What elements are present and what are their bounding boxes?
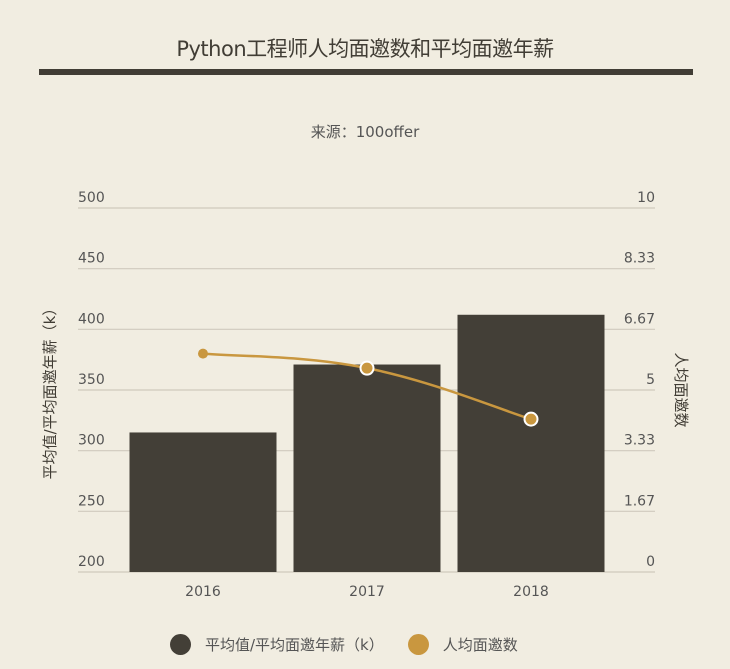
x-tick-label: 2018: [513, 584, 549, 600]
y-tick-right: 8.33: [624, 251, 655, 267]
line-point: [523, 411, 539, 427]
legend: 平均值/平均面邀年薪（k） 人均面邀数: [170, 634, 542, 655]
legend-swatch-interviews: [407, 634, 429, 655]
y-tick-right: 10: [637, 190, 655, 206]
bar: [457, 314, 605, 572]
legend-label-interviews: 人均面邀数: [442, 636, 518, 654]
bar: [129, 432, 277, 572]
legend-swatch-salary: [170, 634, 191, 655]
line-point: [198, 348, 208, 359]
y-tick-left: 350: [78, 372, 105, 388]
legend-item-interviews[interactable]: 人均面邀数: [407, 634, 518, 655]
y-tick-left: 500: [78, 190, 105, 206]
y-tick-right: 5: [646, 372, 655, 388]
y-tick-right: 6.67: [624, 311, 655, 327]
y-axis-label-left: 平均值/平均面邀年薪（k）: [41, 301, 59, 480]
y-tick-left: 300: [78, 433, 105, 449]
title-rule: [39, 69, 693, 75]
x-tick-label: 2017: [349, 584, 385, 600]
y-tick-right: 0: [646, 554, 655, 570]
legend-item-salary[interactable]: 平均值/平均面邀年薪（k）: [170, 634, 384, 655]
y-tick-left: 400: [78, 311, 105, 327]
y-tick-left: 450: [78, 251, 105, 267]
y-tick-left: 250: [78, 493, 105, 509]
legend-label-salary: 平均值/平均面邀年薪（k）: [205, 636, 384, 654]
y-tick-right: 1.67: [624, 493, 655, 509]
y-tick-right: 3.33: [624, 433, 655, 449]
chart-title: Python工程师人均面邀数和平均面邀年薪: [176, 37, 554, 61]
bar: [293, 364, 441, 572]
x-tick-label: 2016: [185, 584, 221, 600]
line-point: [359, 360, 375, 376]
y-tick-left: 200: [78, 554, 105, 570]
chart-subtitle: 来源：100offer: [310, 123, 420, 141]
y-axis-label-right: 人均面邀数: [672, 352, 690, 427]
